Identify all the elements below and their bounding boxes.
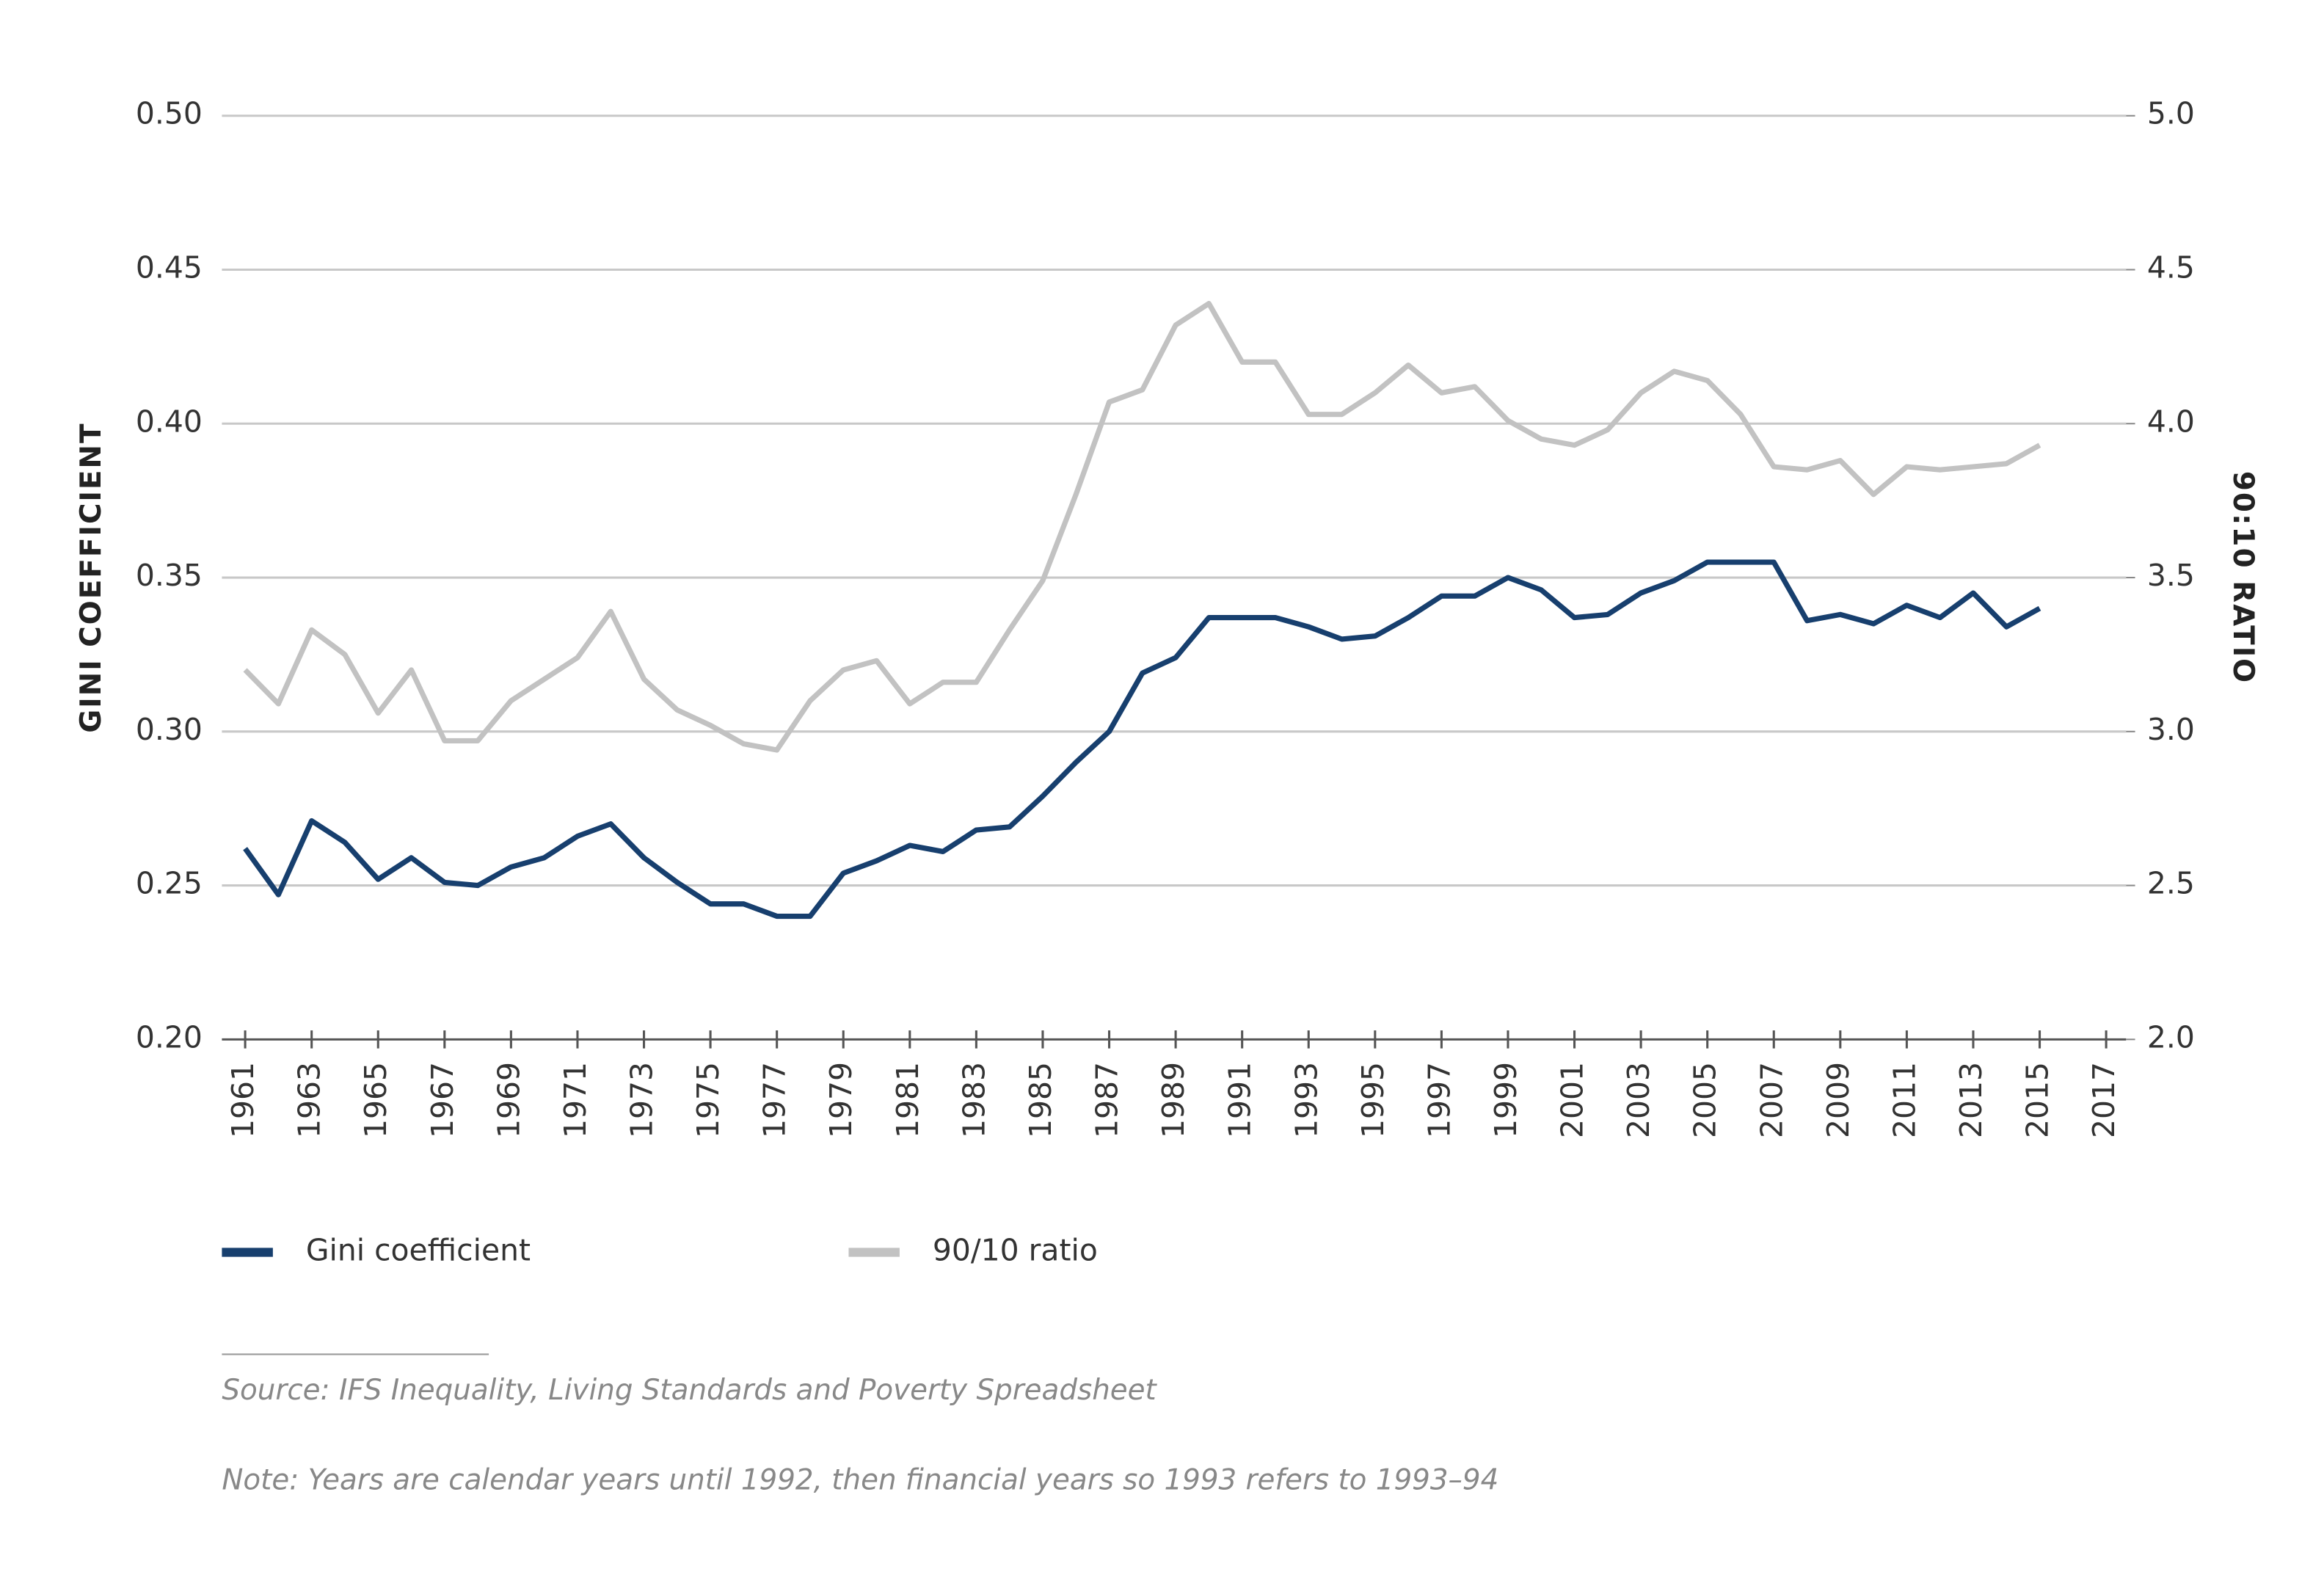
x-tick-label: 1995 [1355, 1062, 1391, 1138]
note: Note: Years are calendar years until 199… [222, 1464, 1498, 1497]
x-tick-label: 2001 [1555, 1062, 1590, 1138]
y2-tick-label: 2.5 [2147, 866, 2195, 901]
legend-label: Gini coefficient [306, 1232, 531, 1267]
x-tick-label: 1989 [1156, 1062, 1191, 1138]
x-tick-label: 1975 [691, 1062, 726, 1138]
x-tick-label: 1993 [1289, 1062, 1324, 1138]
x-tick-label: 1977 [757, 1062, 793, 1138]
y-tick-label: 0.40 [136, 404, 203, 439]
y-axis-title: GINI COEFFICIENT [75, 422, 108, 732]
y-tick-label: 0.50 [136, 96, 203, 131]
x-tick-label: 1999 [1488, 1062, 1523, 1138]
y-tick-label: 0.25 [136, 866, 203, 901]
x-tick-label: 2003 [1621, 1062, 1656, 1138]
x-tick-label: 1971 [558, 1062, 593, 1138]
x-tick-label: 2013 [1953, 1062, 1989, 1138]
x-tick-label: 1961 [225, 1062, 261, 1138]
y-tick-label: 0.35 [136, 558, 203, 593]
y2-tick-label: 4.5 [2147, 250, 2195, 285]
y2-tick-label: 2.0 [2147, 1019, 2195, 1055]
x-tick-label: 1985 [1023, 1062, 1058, 1138]
x-tick-label: 1997 [1421, 1062, 1457, 1138]
y2-axis-title: 90:10 RATIO [2226, 471, 2259, 684]
y-tick-label: 0.20 [136, 1019, 203, 1055]
x-tick-label: 1991 [1223, 1062, 1258, 1138]
series-line [243, 301, 2041, 753]
x-tick-label: 1983 [956, 1062, 991, 1138]
y2-tick-label: 3.0 [2147, 712, 2195, 747]
x-tick-label: 2015 [2020, 1062, 2055, 1138]
x-tick-label: 1979 [823, 1062, 859, 1138]
x-tick-label: 1987 [1090, 1062, 1125, 1138]
x-tick-label: 2011 [1887, 1062, 1922, 1138]
x-tick-label: 1965 [358, 1062, 393, 1138]
x-tick-label: 2009 [1821, 1062, 1856, 1138]
x-tick-label: 2005 [1688, 1062, 1723, 1138]
x-tick-label: 2017 [2086, 1062, 2121, 1138]
source: Source: IFS Inequality, Living Standards… [222, 1374, 1157, 1407]
x-tick-label: 1963 [292, 1062, 327, 1138]
x-tick-label: 1967 [425, 1062, 460, 1138]
y-tick-label: 0.45 [136, 250, 203, 285]
y2-tick-label: 5.0 [2147, 96, 2195, 131]
x-tick-label: 1973 [624, 1062, 660, 1138]
legend-label: 90/10 ratio [933, 1232, 1098, 1267]
series-line [243, 559, 2041, 920]
y2-tick-label: 4.0 [2147, 404, 2195, 439]
x-tick-label: 1969 [491, 1062, 526, 1138]
x-tick-label: 1981 [890, 1062, 925, 1138]
x-tick-label: 2007 [1754, 1062, 1789, 1138]
y-tick-label: 0.30 [136, 712, 203, 747]
y2-tick-label: 3.5 [2147, 558, 2195, 593]
